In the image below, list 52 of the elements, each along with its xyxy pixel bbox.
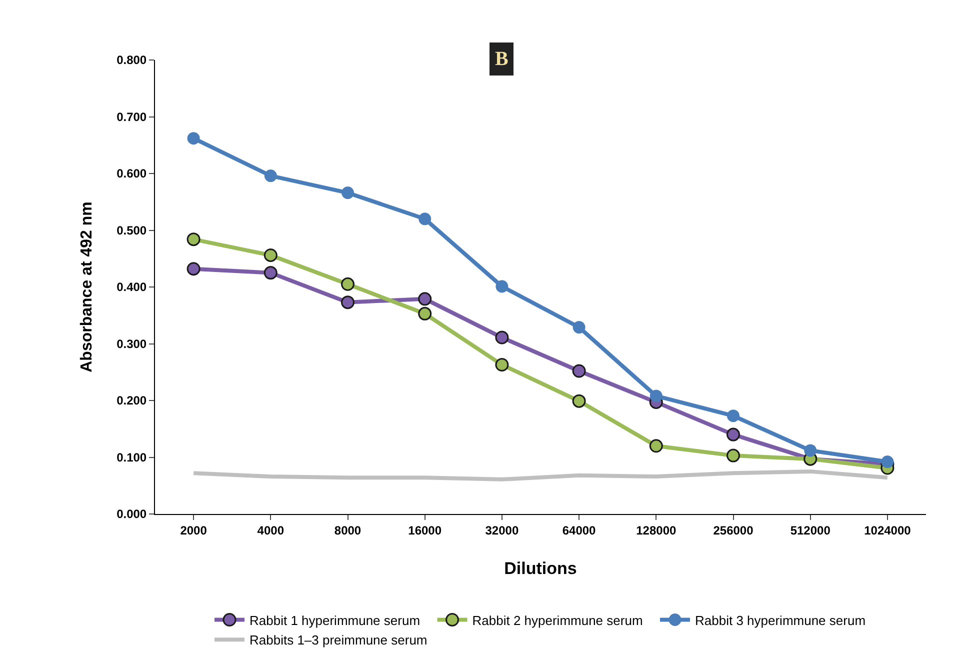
legend-label: Rabbit 3 hyperimmune serum [695,612,866,628]
point [418,292,432,306]
x-tick-label: 8000 [334,523,362,538]
point [187,132,200,145]
y-tick-label: 0.600 [116,166,147,181]
x-tick-label: 16000 [408,523,442,538]
point [418,212,432,226]
point [341,277,354,291]
x-tick-label: 64000 [562,523,596,538]
point [572,364,586,378]
point [727,410,740,422]
point [726,448,740,462]
point [804,444,817,457]
y-tick-label: 0.500 [116,223,147,238]
point [341,296,354,310]
x-axis-title: Dilutions [504,558,577,578]
legend-label: Rabbit 1 hyperimmune serum [250,612,420,628]
point [572,321,586,334]
y-tick-label: 0.300 [116,336,147,351]
x-tick-label: 1024000 [864,523,912,538]
x-tick-label: 512000 [790,523,831,538]
y-tick-label: 0.400 [116,280,147,294]
point [186,262,200,276]
y-tick-label: 0.000 [116,507,147,522]
y-tick-label: 0.700 [116,110,147,124]
x-tick-label: 256000 [713,523,754,538]
point [650,390,662,402]
y-axis-title: Absorbance at 492 nm [78,202,96,372]
point [726,428,740,442]
x-tick-label: 128000 [636,523,676,538]
point [418,306,432,320]
x-tick-label: 4000 [257,523,284,538]
point [495,330,509,344]
legend-label: Rabbit 2 hyperimmune serum [472,612,643,628]
point [495,358,509,372]
y-tick-label: 0.200 [116,394,147,408]
point [572,394,586,408]
x-tick-label: 32000 [485,523,519,538]
point [881,456,894,468]
point [264,170,277,182]
point [186,232,200,246]
point [264,248,278,262]
legend-label: Rabbits 1–3 preimmune serum [250,632,428,648]
y-tick-label: 0.800 [116,53,147,68]
x-tick-label: 2000 [180,523,208,538]
point [649,439,663,453]
chart-title: B [495,48,508,70]
y-tick-label: 0.100 [116,450,147,464]
line-series [192,469,890,482]
point [496,280,508,293]
point [342,186,354,200]
point [264,266,278,280]
